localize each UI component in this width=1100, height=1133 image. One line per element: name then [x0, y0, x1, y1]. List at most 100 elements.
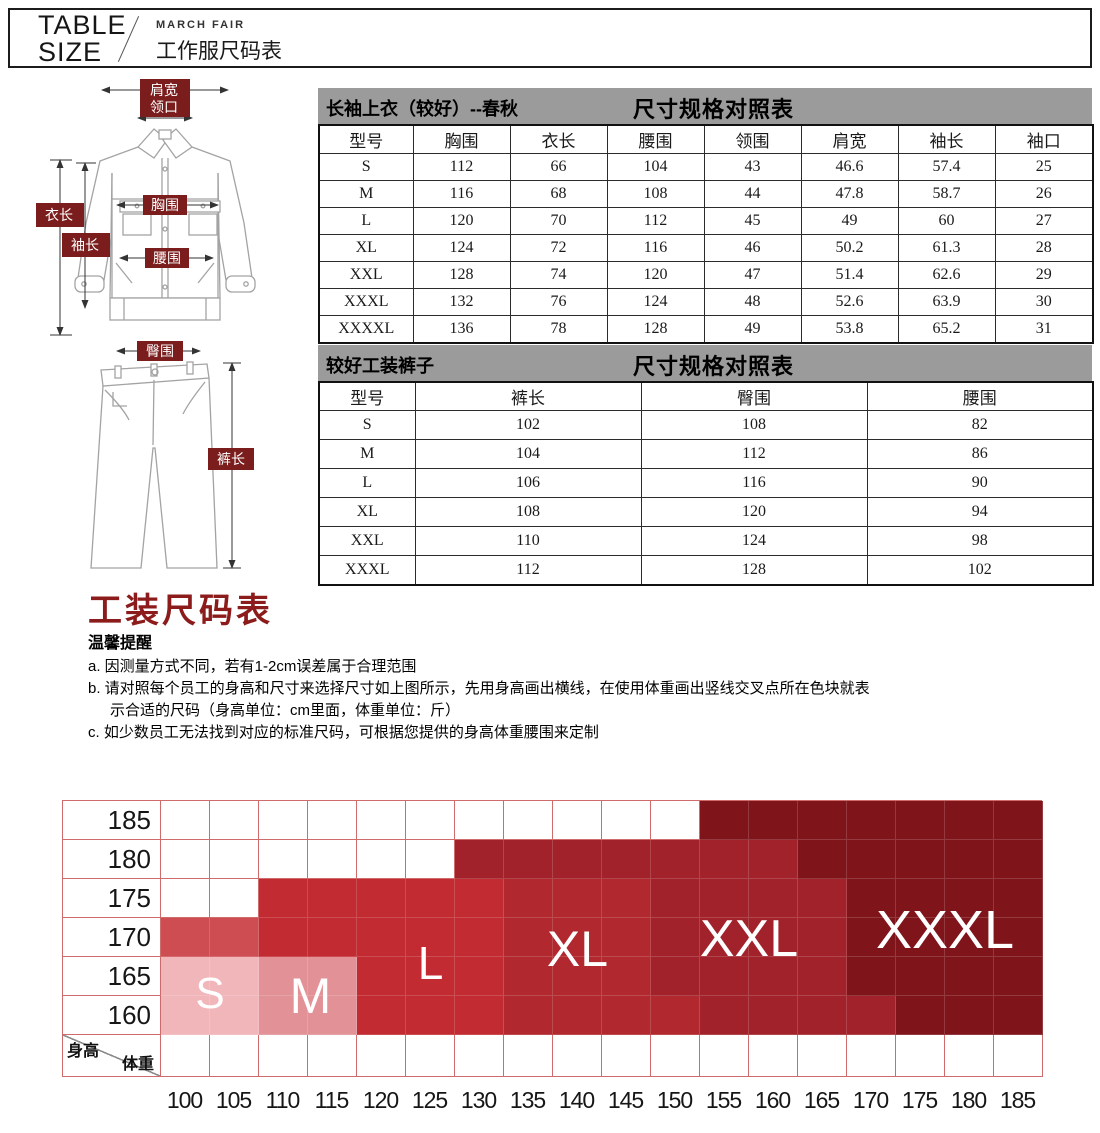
heatmap-cell-s	[161, 996, 210, 1035]
reminder-note: c. 如少数员工无法找到对应的标准尺码，可根据您提供的身高体重腰围来定制	[88, 724, 599, 741]
table-cell: 108	[606, 180, 705, 208]
label-shoulder-width: 肩宽	[150, 82, 178, 98]
heatmap-cell-xxl	[651, 957, 700, 996]
heatmap-cell-xxl	[749, 957, 798, 996]
heatmap-cell-xxxl	[700, 801, 749, 840]
table-cell: 82	[866, 410, 1094, 440]
heatmap-cell-xxxl	[994, 996, 1043, 1035]
column-header: 袖长	[897, 124, 996, 154]
x-axis-tick: 150	[656, 1087, 693, 1113]
heatmap-header-cell	[308, 1035, 357, 1077]
table-cell: 76	[509, 288, 608, 316]
heatmap-cell-xl	[504, 879, 553, 918]
reminder-note: b. 请对照每个员工的身高和尺寸来选择尺寸如上图所示，先用身高画出横线，在使用体…	[88, 680, 870, 697]
label-jacket-length: 衣长	[45, 207, 73, 223]
table-cell: 136	[412, 315, 511, 344]
heatmap-cell-l	[259, 918, 308, 957]
column-header: 腰围	[866, 381, 1094, 411]
table-cell: 106	[414, 468, 642, 498]
heatmap-header-cell	[700, 1035, 749, 1077]
heatmap-x-axis-labels: 100 105 110 115 120 125 130 135 140 145 150 155 160 1…	[160, 1087, 1042, 1114]
heatmap-header-cell	[259, 1035, 308, 1077]
column-header: 衣长	[509, 124, 608, 154]
x-axis-tick: 165	[803, 1087, 840, 1113]
column-header: 型号	[318, 124, 414, 154]
x-axis-title: 体重	[121, 1056, 154, 1073]
heatmap-cell-ml	[210, 918, 259, 957]
heatmap-cell-empty	[553, 801, 602, 840]
table-cell: L	[318, 207, 414, 235]
table-cell: 46.6	[800, 153, 899, 181]
heatmap-cell-empty	[210, 840, 259, 879]
table-cell: 50.2	[800, 234, 899, 262]
heatmap-cell-xxl	[700, 879, 749, 918]
heatmap-header-cell	[210, 1035, 259, 1077]
table-cell: 26	[994, 180, 1094, 208]
heatmap-cell-l	[308, 879, 357, 918]
pants-table-header-bar: 较好工装裤子 尺寸规格对照表	[318, 345, 1092, 381]
label-waist: 腰围	[153, 250, 181, 266]
table-cell: 53.8	[800, 315, 899, 344]
column-header: 型号	[318, 381, 416, 411]
table-row: XXXL 132 76 124 48 52.6 63.9 30	[318, 288, 1094, 316]
x-axis-tick: 115	[314, 1087, 350, 1113]
heatmap-cell-xl	[504, 957, 553, 996]
heatmap-header-cell	[602, 1035, 651, 1077]
heatmap-cell-l	[357, 957, 406, 996]
heatmap-cell-xl	[504, 918, 553, 957]
heatmap-header-cell	[945, 1035, 994, 1077]
table-row: XL 108 120 94	[318, 497, 1094, 527]
heatmap-cell-xxxl	[896, 996, 945, 1035]
heatmap-cell-xl	[553, 879, 602, 918]
table-cell: XXXL	[318, 555, 416, 586]
reminder-note: 示合适的尺码（身高单位：cm里面，体重单位：斤）	[110, 702, 460, 719]
table-cell: M	[318, 180, 414, 208]
heatmap-cell-xxxl	[994, 957, 1043, 996]
heatmap-cell-l	[455, 996, 504, 1035]
heatmap-cell-l	[406, 957, 455, 996]
reminder-notes: a. 因测量方式不同，若有1-2cm误差属于合理范围 b. 请对照每个员工的身高和…	[88, 656, 1048, 744]
brand-header: TABLE SIZE MARCH FAIR 工作服尺码表	[8, 8, 1092, 68]
table-row: S 112 66 104 43 46.6 57.4 25	[318, 153, 1094, 181]
heatmap-cell-xl	[651, 996, 700, 1035]
table-cell: 57.4	[897, 153, 996, 181]
heatmap-cell-xl	[602, 879, 651, 918]
column-header: 胸围	[412, 124, 511, 154]
table-cell: 128	[412, 261, 511, 289]
heatmap-cell-xxl	[798, 918, 847, 957]
table-cell: 86	[866, 439, 1094, 469]
heatmap-cell-xxxl	[896, 840, 945, 879]
table-cell: 49	[800, 207, 899, 235]
table-cell: 30	[994, 288, 1094, 316]
y-axis-tick: 160	[63, 996, 161, 1035]
heatmap-cell-xxl	[455, 840, 504, 879]
table-row: XXL 128 74 120 47 51.4 62.6 29	[318, 261, 1094, 289]
x-axis-tick: 110	[265, 1087, 301, 1113]
heatmap-cell-xxxl	[994, 801, 1043, 840]
table-cell: 62.6	[897, 261, 996, 289]
heatmap-header-cell	[749, 1035, 798, 1077]
heatmap-cell-xxxl	[847, 879, 896, 918]
heatmap-cell-empty	[308, 801, 357, 840]
heatmap-cell-s	[210, 996, 259, 1035]
heatmap-cell-l	[308, 918, 357, 957]
table-cell: 124	[412, 234, 511, 262]
heatmap-cell-empty	[161, 879, 210, 918]
heatmap-cell-xxxl	[847, 801, 896, 840]
heatmap-cell-s	[210, 957, 259, 996]
heatmap-cell-xxl	[749, 996, 798, 1035]
heatmap-cell-xxl	[651, 840, 700, 879]
table-cell: 116	[606, 234, 705, 262]
table-cell: 46	[703, 234, 802, 262]
table-cell: 29	[994, 261, 1094, 289]
table-cell: 104	[606, 153, 705, 181]
heatmap-cell-xxl	[798, 957, 847, 996]
heatmap-cell-xxl	[798, 879, 847, 918]
heatmap-cell-empty	[504, 801, 553, 840]
table-cell: S	[318, 410, 416, 440]
heatmap-cell-xxxl	[896, 918, 945, 957]
heatmap-cell-l	[357, 918, 406, 957]
column-header: 袖口	[994, 124, 1094, 154]
heatmap-cell-empty	[210, 879, 259, 918]
heatmap-cell-xxxl	[847, 840, 896, 879]
